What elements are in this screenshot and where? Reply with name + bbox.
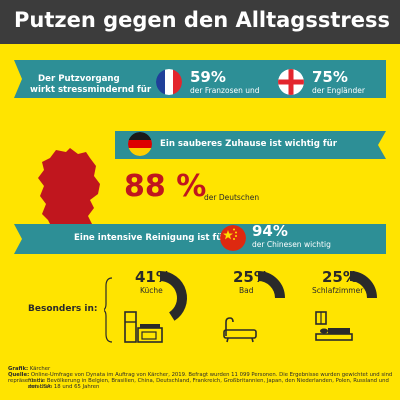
germany-percentage: 88 % — [124, 169, 207, 204]
kitchen-appliances-icon — [124, 311, 163, 343]
france-text: der Franzosen und — [190, 86, 260, 95]
china-text: der Chinesen wichtig — [252, 240, 331, 249]
header-bar: Putzen gegen den Alltagsstress — [0, 0, 400, 44]
bad-label: Bad — [239, 286, 254, 295]
arc-küche — [159, 271, 187, 321]
arc-schlafzimmer — [349, 271, 377, 299]
quelle-value-line2: für die Bevölkerung in Belgien, Brasilie… — [28, 378, 389, 391]
china-percentage: 94% — [252, 222, 288, 240]
rooms-bracket — [104, 277, 113, 343]
bed-icon — [315, 311, 353, 341]
england-flag-icon — [278, 69, 304, 95]
england-text: der Engländer — [312, 86, 365, 95]
schlafzimmer-percentage: 25% — [322, 268, 358, 286]
row1-label-line2: wirkt stressmindernd für — [30, 85, 152, 95]
quelle-value-line1: Online-Umfrage von Dynata im Auftrag von… — [8, 372, 393, 385]
rooms-arc-chart — [159, 271, 377, 321]
footer-grafik: Grafik: Kärcher — [8, 366, 50, 372]
france-flag-icon — [156, 69, 182, 95]
arc-bad — [257, 271, 285, 299]
bathtub-icon — [223, 317, 257, 343]
page-title: Putzen gegen den Alltagsstress — [14, 8, 390, 32]
grafik-label: Grafik: — [8, 366, 29, 372]
grafik-value: Kärcher — [29, 366, 51, 372]
row1-label-line1: Der Putzvorgang — [38, 74, 120, 84]
china-flag-icon — [220, 225, 246, 251]
ribbon-2 — [115, 131, 386, 159]
quelle-value-line3: zwischen 18 und 65 Jahren — [28, 384, 100, 390]
rooms-label: Besonders in: — [28, 304, 98, 314]
infographic-panel: Der Putzvorgang wirkt stressmindernd für… — [0, 44, 400, 400]
quelle-label: Quelle: — [8, 372, 30, 378]
footer-quelle: Quelle: Online-Umfrage von Dynata im Auf… — [8, 372, 400, 384]
row2-label: Ein sauberes Zuhause ist wichtig für — [160, 139, 337, 149]
england-percentage: 75% — [312, 68, 348, 86]
germany-flag-icon — [128, 132, 152, 156]
schlafzimmer-label: Schlafzimmer — [312, 286, 364, 295]
germany-text: der Deutschen — [204, 193, 260, 202]
germany-map-icon — [38, 148, 100, 234]
kueche-label: Küche — [140, 286, 163, 295]
row3-label: Eine intensive Reinigung ist für — [74, 233, 227, 243]
france-percentage: 59% — [190, 68, 226, 86]
ribbon-3 — [14, 224, 386, 254]
